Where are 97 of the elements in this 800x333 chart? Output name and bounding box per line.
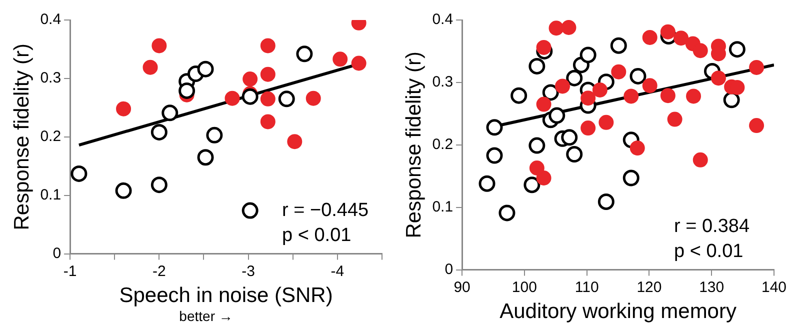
- point: [486, 147, 503, 164]
- point: [498, 204, 516, 222]
- point: [260, 91, 276, 106]
- point: [260, 114, 276, 130]
- point: [536, 170, 552, 186]
- point: [197, 149, 214, 166]
- annotation: p < 0.01: [282, 224, 352, 246]
- point: [528, 58, 546, 74]
- point: [510, 87, 528, 104]
- point: [152, 38, 167, 54]
- x-tick-label: 140: [761, 278, 787, 296]
- point: [524, 176, 540, 194]
- y-tick-label: 0: [444, 260, 454, 278]
- x-axis-title: Auditory working memory: [500, 300, 737, 324]
- point: [749, 60, 764, 75]
- point: [332, 52, 348, 67]
- point: [692, 152, 708, 168]
- point: [486, 119, 503, 136]
- point: [287, 134, 302, 150]
- point: [555, 78, 570, 94]
- x-tick-label: 120: [636, 278, 662, 296]
- y-tick-label: 0.1: [432, 198, 454, 216]
- point: [242, 202, 258, 219]
- x-tick-label: 110: [574, 278, 599, 296]
- point: [580, 90, 596, 106]
- y-tick-label: 0.4: [40, 11, 62, 28]
- point: [529, 160, 544, 176]
- x-tick-label: 100: [512, 278, 537, 296]
- point: [660, 88, 676, 104]
- point: [692, 43, 708, 58]
- point: [598, 193, 614, 210]
- y-tick-label: 0.4: [432, 11, 454, 28]
- point: [178, 82, 196, 99]
- point: [598, 114, 614, 130]
- point: [351, 56, 366, 71]
- point: [260, 38, 276, 54]
- point: [260, 66, 276, 82]
- x-tick-label: -1: [63, 262, 77, 280]
- point: [561, 129, 578, 146]
- point: [536, 96, 552, 112]
- point: [116, 101, 132, 116]
- point: [660, 24, 676, 40]
- point: [749, 118, 764, 134]
- point: [548, 107, 566, 124]
- y-tick-label: 0.2: [40, 128, 62, 146]
- point: [686, 88, 702, 104]
- y-axis-title: Response fidelity (r): [10, 44, 34, 230]
- x-axis-title: Speech in noise (SNR): [119, 284, 333, 308]
- point: [296, 46, 313, 62]
- point: [242, 88, 258, 105]
- point: [728, 41, 746, 58]
- point: [478, 175, 496, 192]
- point: [580, 46, 596, 64]
- point: [224, 90, 240, 106]
- point: [630, 68, 646, 84]
- point: [592, 82, 608, 98]
- x-tick-label: -4: [330, 262, 344, 280]
- point: [642, 30, 658, 45]
- x-tick-label: -2: [152, 262, 166, 280]
- point: [206, 126, 223, 144]
- x-tick-label: 90: [454, 278, 470, 296]
- point: [150, 124, 168, 140]
- point: [150, 176, 168, 194]
- point: [278, 90, 295, 108]
- point: [580, 120, 596, 136]
- annotation: r = 0.384: [674, 216, 750, 237]
- y-tick-label: 0.3: [432, 74, 454, 91]
- point: [197, 60, 214, 78]
- point: [674, 30, 689, 46]
- point: [610, 37, 627, 54]
- point: [548, 20, 564, 36]
- point: [710, 70, 726, 86]
- point: [115, 182, 132, 199]
- y-tick-label: 0.1: [40, 186, 62, 204]
- x-tick-label: 130: [699, 278, 724, 296]
- annotation: r = −0.445: [282, 200, 369, 221]
- point: [70, 165, 88, 182]
- y-tick-label: 0.2: [432, 136, 454, 154]
- point: [528, 137, 546, 154]
- x-tick-label: -3: [242, 262, 255, 280]
- y-tick-label: 0: [52, 244, 62, 262]
- text: better →: [179, 308, 233, 324]
- point: [642, 78, 658, 94]
- point: [624, 88, 639, 104]
- y-tick-label: 0.3: [40, 70, 62, 87]
- annotation: p < 0.01: [674, 240, 744, 262]
- point: [566, 146, 583, 163]
- point: [622, 170, 640, 186]
- y-axis-title: Response fidelity (r): [402, 52, 426, 238]
- point: [611, 64, 626, 80]
- point: [142, 60, 158, 75]
- point: [306, 90, 321, 106]
- point: [667, 112, 682, 127]
- point: [242, 72, 258, 87]
- point: [630, 140, 645, 156]
- point: [536, 40, 552, 55]
- point: [561, 20, 576, 35]
